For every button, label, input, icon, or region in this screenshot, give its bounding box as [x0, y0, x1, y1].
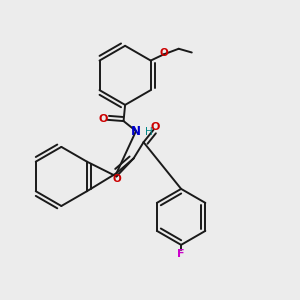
Text: O: O	[150, 122, 159, 132]
Text: O: O	[159, 48, 168, 59]
Text: H: H	[145, 127, 153, 136]
Text: O: O	[112, 174, 121, 184]
Text: O: O	[99, 114, 108, 124]
Text: F: F	[177, 249, 185, 259]
Text: N: N	[131, 125, 141, 138]
